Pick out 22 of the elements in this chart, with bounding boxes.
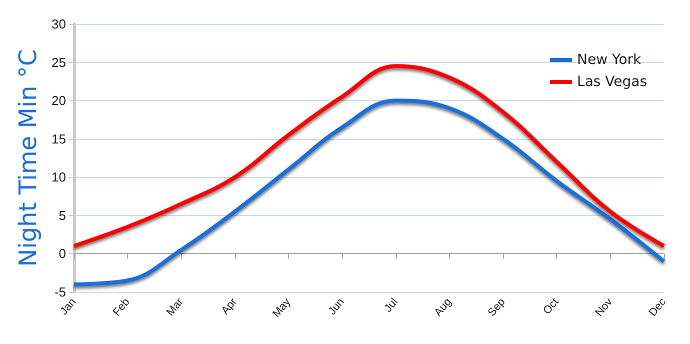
x-tick-label: Oct (541, 296, 562, 317)
y-tick-label: 20 (52, 93, 66, 108)
x-tick-label: Sep (486, 296, 508, 319)
legend-label: Las Vegas (577, 74, 648, 90)
x-tick-label: Apr (219, 296, 240, 317)
y-tick-label: 30 (52, 16, 66, 32)
line-series (72, 98, 666, 286)
y-tick-label: 0 (58, 246, 66, 262)
x-tick-label: Aug (432, 296, 454, 319)
y-tick-label: 5 (58, 208, 66, 223)
y-axis-title: Night Time Min °C (14, 49, 42, 267)
x-tick-label: Jul (382, 296, 400, 315)
y-tick-label: 10 (52, 170, 66, 185)
x-tick-label: Mar (164, 296, 186, 318)
x-tick-label: Jun (326, 296, 347, 318)
x-tick-label: Feb (110, 296, 132, 318)
x-tick-label: Dec (646, 296, 669, 319)
legend-label: New York (577, 52, 642, 68)
y-tick-label: 15 (52, 131, 66, 146)
y-tick-label: 25 (52, 54, 66, 70)
x-tick-label: Nov (593, 296, 616, 319)
line-series (72, 64, 666, 248)
